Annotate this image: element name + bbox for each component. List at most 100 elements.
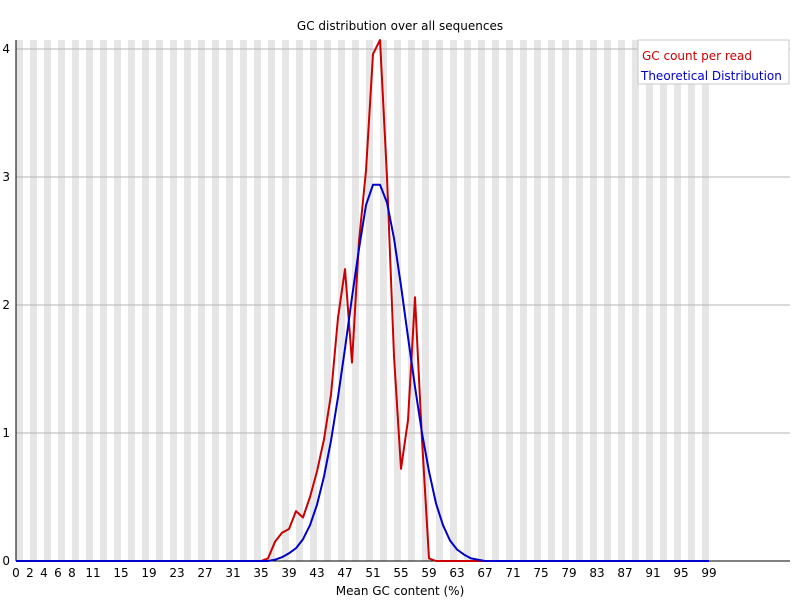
x-tick-label: 99 — [701, 566, 716, 580]
x-tick-label: 31 — [225, 566, 240, 580]
stripe — [513, 40, 520, 561]
legend-entry-theoretical: Theoretical Distribution — [640, 69, 782, 83]
stripe — [422, 40, 429, 561]
stripe — [37, 40, 44, 561]
y-tick-label: 1 — [2, 426, 10, 440]
stripe — [415, 40, 422, 561]
stripe — [65, 40, 72, 561]
stripe — [93, 40, 100, 561]
stripe — [604, 40, 611, 561]
stripe — [310, 40, 317, 561]
y-tick-label: 2 — [2, 298, 10, 312]
x-tick-label: 95 — [673, 566, 688, 580]
x-tick-label: 59 — [421, 566, 436, 580]
stripe — [569, 40, 576, 561]
stripe — [226, 40, 233, 561]
x-axis-label: Mean GC content (%) — [336, 584, 465, 598]
background-stripes — [16, 40, 716, 561]
stripe — [247, 40, 254, 561]
stripe — [457, 40, 464, 561]
legend: GC count per read Theoretical Distributi… — [637, 39, 790, 85]
x-tick-labels: 0 2 4 6 8 11 15 19 23 27 31 35 39 43 47 51 55 59 63 67 71 75 7… — [12, 566, 716, 580]
x-tick-label: 91 — [645, 566, 660, 580]
stripe — [170, 40, 177, 561]
x-tick-label: 39 — [281, 566, 296, 580]
stripe — [240, 40, 247, 561]
stripe — [625, 40, 632, 561]
stripe — [303, 40, 310, 561]
stripe — [527, 40, 534, 561]
x-tick-label: 47 — [337, 566, 352, 580]
series-lines — [16, 39, 709, 562]
stripe — [639, 40, 646, 561]
stripe — [576, 40, 583, 561]
stripe — [408, 40, 415, 561]
x-tick-label: 19 — [141, 566, 156, 580]
x-tick-label: 71 — [505, 566, 520, 580]
x-tick-label: 63 — [449, 566, 464, 580]
stripe — [275, 40, 282, 561]
stripe — [506, 40, 513, 561]
stripe — [219, 40, 226, 561]
x-tick-label: 6 — [54, 566, 62, 580]
stripe — [135, 40, 142, 561]
stripe — [485, 40, 492, 561]
x-tick-label: 35 — [253, 566, 268, 580]
stripe — [555, 40, 562, 561]
stripe — [261, 40, 268, 561]
stripe — [331, 40, 338, 561]
y-tick-label: 4 — [2, 42, 10, 56]
stripe — [107, 40, 114, 561]
x-tick-label: 11 — [85, 566, 100, 580]
stripe — [541, 40, 548, 561]
stripe — [471, 40, 478, 561]
stripe — [282, 40, 289, 561]
stripe — [646, 40, 653, 561]
theoretical-distribution-line — [16, 183, 709, 562]
stripe — [401, 40, 408, 561]
stripe — [212, 40, 219, 561]
x-tick-label: 8 — [68, 566, 76, 580]
x-tick-label: 75 — [533, 566, 548, 580]
stripe — [611, 40, 618, 561]
x-tick-label: 79 — [561, 566, 576, 580]
stripe — [58, 40, 65, 561]
stripe — [534, 40, 541, 561]
stripe — [128, 40, 135, 561]
x-tick-label: 0 — [12, 566, 20, 580]
stripe — [583, 40, 590, 561]
stripe — [660, 40, 667, 561]
stripe — [429, 40, 436, 561]
stripe — [695, 40, 702, 561]
stripe — [394, 40, 401, 561]
stripe — [44, 40, 51, 561]
stripe — [590, 40, 597, 561]
stripe — [79, 40, 86, 561]
stripe — [520, 40, 527, 561]
stripe — [338, 40, 345, 561]
stripe — [632, 40, 639, 561]
x-tick-label: 23 — [169, 566, 184, 580]
stripe — [205, 40, 212, 561]
stripe — [597, 40, 604, 561]
stripe — [450, 40, 457, 561]
stripe — [443, 40, 450, 561]
stripe — [359, 40, 366, 561]
stripe — [289, 40, 296, 561]
legend-box — [637, 39, 790, 85]
stripe — [16, 40, 23, 561]
stripe — [674, 40, 681, 561]
stripe — [562, 40, 569, 561]
stripe — [653, 40, 660, 561]
stripe — [492, 40, 499, 561]
stripe — [114, 40, 121, 561]
x-tick-label: 51 — [365, 566, 380, 580]
x-tick-label: 87 — [617, 566, 632, 580]
stripe — [464, 40, 471, 561]
x-tick-label: 67 — [477, 566, 492, 580]
legend-entry-gc-count: GC count per read — [642, 49, 752, 63]
stripe — [702, 40, 709, 561]
stripe — [345, 40, 352, 561]
x-tick-label: 43 — [309, 566, 324, 580]
